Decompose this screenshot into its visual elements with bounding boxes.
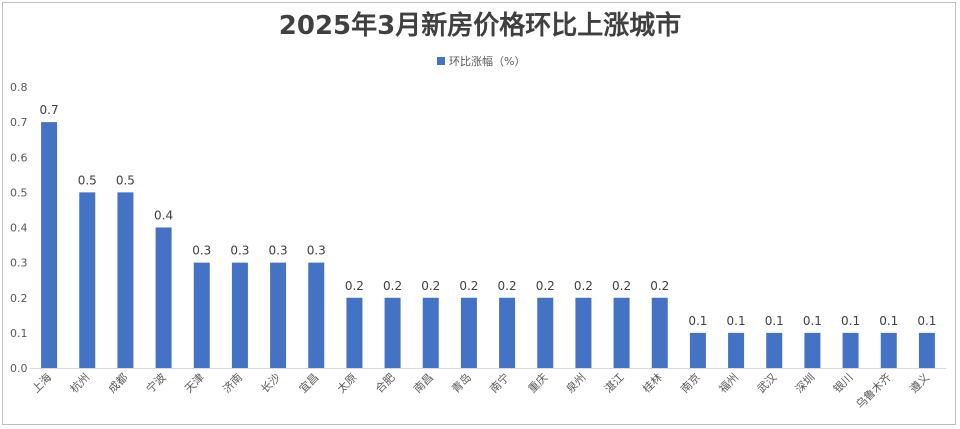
data-label-7: 0.3 — [307, 244, 326, 258]
bar-4 — [193, 262, 210, 368]
data-label-18: 0.1 — [727, 314, 746, 328]
legend-label: 环比涨幅（%） — [449, 55, 525, 68]
bar-2 — [117, 192, 134, 368]
data-label-20: 0.1 — [803, 314, 822, 328]
category-label-4: 天津 — [182, 371, 207, 396]
bar-23 — [918, 332, 935, 368]
bar-11 — [460, 297, 477, 368]
bar-0 — [41, 122, 58, 368]
y-tick-label: 0.7 — [10, 116, 28, 129]
bar-10 — [422, 297, 439, 368]
data-label-4: 0.3 — [192, 244, 211, 258]
data-label-17: 0.1 — [688, 314, 707, 328]
category-label-19: 武汉 — [755, 371, 780, 396]
bar-12 — [499, 297, 516, 368]
category-label-14: 泉州 — [563, 370, 588, 395]
category-label-2: 成都 — [106, 371, 131, 396]
category-label-9: 合肥 — [372, 370, 397, 395]
bar-1 — [79, 192, 96, 368]
category-label-5: 济南 — [220, 370, 245, 395]
bar-6 — [270, 262, 287, 368]
category-label-20: 深圳 — [793, 371, 818, 396]
data-label-9: 0.2 — [383, 279, 402, 293]
data-label-23: 0.1 — [917, 314, 936, 328]
data-label-15: 0.2 — [612, 279, 631, 293]
y-tick-label: 0.3 — [10, 257, 28, 270]
bar-19 — [766, 332, 783, 368]
data-label-10: 0.2 — [421, 279, 440, 293]
data-label-2: 0.5 — [116, 173, 135, 187]
data-label-13: 0.2 — [536, 279, 555, 293]
category-label-8: 太原 — [335, 371, 360, 396]
bar-7 — [308, 262, 325, 368]
data-label-3: 0.4 — [154, 209, 173, 223]
bar-17 — [689, 332, 706, 368]
data-label-0: 0.7 — [40, 103, 59, 117]
data-label-14: 0.2 — [574, 279, 593, 293]
bar-21 — [842, 332, 859, 368]
bar-15 — [613, 297, 630, 368]
category-label-10: 南昌 — [411, 371, 436, 396]
category-label-21: 银川 — [830, 370, 855, 395]
legend: 环比涨幅（%） — [437, 55, 525, 68]
y-tick-label: 0.2 — [10, 292, 28, 305]
bar-8 — [346, 297, 363, 368]
bar-3 — [155, 227, 172, 368]
data-label-11: 0.2 — [459, 279, 478, 293]
legend-swatch — [437, 57, 445, 65]
bar-22 — [880, 332, 897, 368]
data-label-5: 0.3 — [230, 244, 249, 258]
category-label-12: 南宁 — [487, 370, 512, 395]
data-label-1: 0.5 — [78, 173, 97, 187]
bar-14 — [575, 297, 592, 368]
category-label-23: 遵义 — [907, 370, 932, 395]
category-label-3: 宁波 — [143, 370, 168, 395]
y-tick-label: 0.5 — [10, 186, 28, 199]
data-label-16: 0.2 — [650, 279, 669, 293]
data-label-6: 0.3 — [269, 244, 288, 258]
chart-title: 2025年3月新房价格环比上涨城市 — [279, 10, 681, 41]
y-tick-label: 0.8 — [10, 81, 28, 94]
category-label-16: 桂林 — [639, 370, 664, 395]
bar-13 — [537, 297, 554, 368]
y-axis: 0.0 0.1 0.2 0.3 0.4 0.5 0.6 0.7 0.8 — [10, 81, 28, 375]
y-tick-label: 0.6 — [10, 151, 28, 164]
category-label-13: 重庆 — [525, 370, 550, 395]
category-labels: 上海 杭州 成都 宁波 天津 济南 长沙 宜昌 太原 合肥 南昌 青岛 南宁 重庆 泉州 湛江 桂林 南京 福州 武汉… — [29, 370, 932, 411]
y-tick-label: 0.1 — [10, 327, 28, 340]
bar-18 — [728, 332, 745, 368]
category-label-11: 青岛 — [449, 370, 474, 395]
category-label-0: 上海 — [29, 370, 54, 395]
category-label-17: 南京 — [678, 370, 703, 395]
y-tick-label: 0.0 — [10, 362, 28, 375]
category-label-7: 宜昌 — [296, 370, 321, 395]
bar-20 — [804, 332, 821, 368]
bar-16 — [651, 297, 668, 368]
data-labels: 0.7 0.5 0.5 0.4 0.3 0.3 0.3 0.3 0.2 0.2 0.2 0.2 0.2 0… — [40, 103, 937, 328]
category-label-1: 杭州 — [67, 370, 92, 395]
category-label-18: 福州 — [716, 370, 741, 395]
data-label-21: 0.1 — [841, 314, 860, 328]
y-tick-label: 0.4 — [10, 222, 28, 235]
category-label-6: 长沙 — [258, 371, 283, 396]
data-label-8: 0.2 — [345, 279, 364, 293]
data-label-12: 0.2 — [498, 279, 517, 293]
bar-5 — [231, 262, 248, 368]
bars — [41, 122, 935, 368]
category-label-22: 乌鲁木齐 — [853, 370, 894, 411]
category-label-15: 湛江 — [602, 371, 627, 396]
bar-9 — [384, 297, 401, 368]
data-label-19: 0.1 — [765, 314, 784, 328]
data-label-22: 0.1 — [879, 314, 898, 328]
